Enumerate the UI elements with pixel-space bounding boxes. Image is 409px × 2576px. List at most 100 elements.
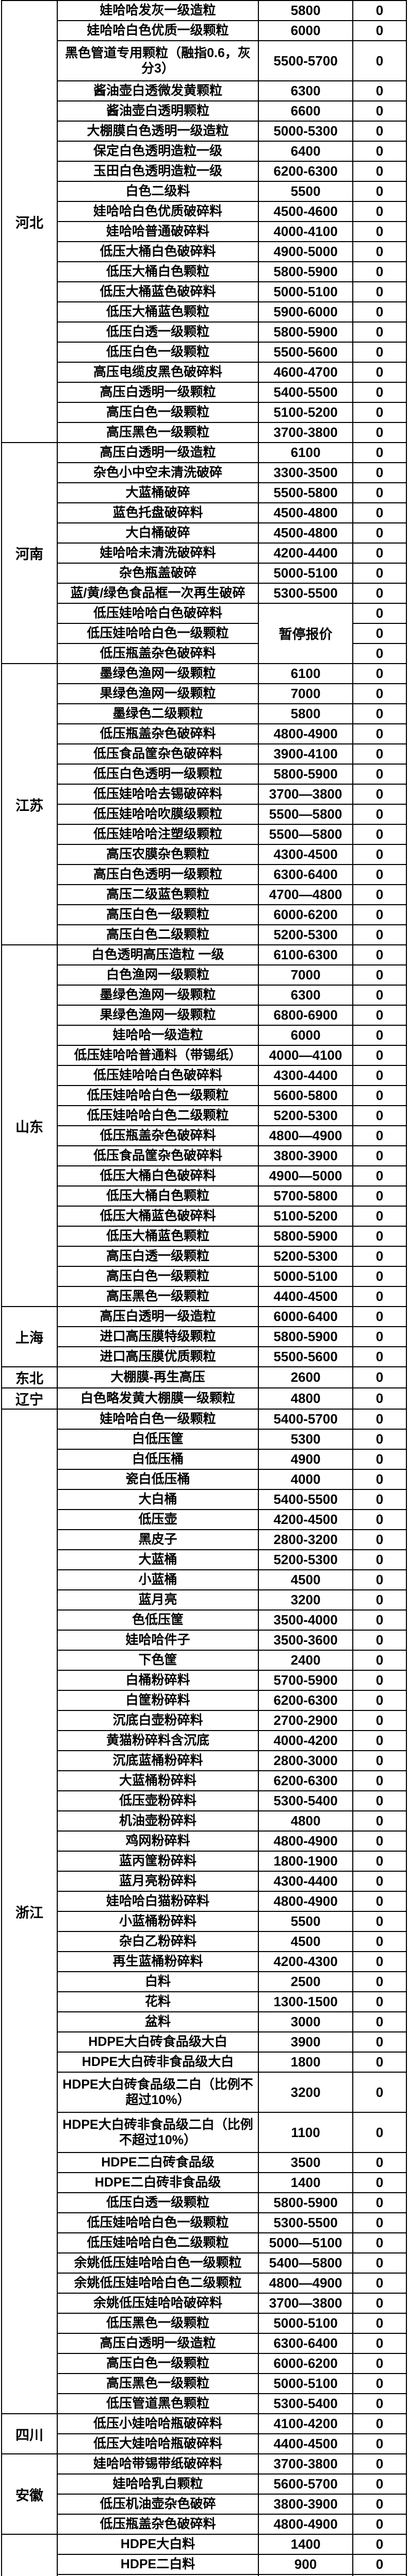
spec-cell: 大棚膜-再生高压 bbox=[57, 1366, 259, 1388]
table-row: 低压白色一级颗粒 5500-5600 0 bbox=[2, 342, 407, 363]
change-cell: 0 bbox=[352, 1810, 407, 1832]
table-row: 娃哈哈未清洗破碎料 4200-4400 0 bbox=[2, 543, 407, 564]
change-cell: 0 bbox=[352, 944, 407, 965]
table-row: 低压壶粉碎料 5300-5400 0 bbox=[2, 1790, 407, 1811]
change-cell: 0 bbox=[352, 342, 407, 363]
price-cell: 暂停报价 bbox=[258, 603, 353, 664]
change-cell: 0 bbox=[352, 2393, 407, 2414]
table-row: 低压白色透明一级颗粒 5800-5900 0 bbox=[2, 764, 407, 785]
price-cell: 6200-6300 bbox=[258, 1690, 353, 1711]
change-cell: 0 bbox=[352, 301, 407, 323]
spec-cell: 低压食品筐杂色破碎料 bbox=[57, 743, 259, 765]
price-cell: 5500—5800 bbox=[258, 824, 353, 845]
table-row: 高压白色一级颗粒 5100-5200 0 bbox=[2, 402, 407, 423]
change-cell: 0 bbox=[352, 1851, 407, 1872]
price-cell: 4700 bbox=[258, 2574, 353, 2576]
table-row: 江苏 墨绿色渔网一级颗粒 6100 0 bbox=[1, 663, 407, 945]
change-cell: 0 bbox=[352, 1346, 407, 1367]
price-cell: 6300 bbox=[258, 985, 353, 1006]
spec-cell: 娃哈哈一级造粒 bbox=[57, 1025, 259, 1046]
change-cell: 0 bbox=[352, 2473, 407, 2495]
price-cell: 7000 bbox=[258, 964, 353, 986]
table-row: 山东 白色透明高压造粒 一级 6100-6300 0 bbox=[1, 944, 407, 1307]
change-cell: 0 bbox=[352, 1246, 407, 1267]
change-cell: 0 bbox=[352, 462, 407, 483]
price-cell: 4800-4900 bbox=[258, 723, 353, 744]
price-cell: 2400 bbox=[258, 1650, 353, 1671]
change-cell: 0 bbox=[352, 1105, 407, 1126]
change-cell: 0 bbox=[352, 2112, 407, 2153]
table-row: 娃哈哈乳白颗粒 5600-5700 0 bbox=[2, 2473, 407, 2495]
change-cell: 0 bbox=[352, 2554, 407, 2575]
price-cell: 4700—4800 bbox=[258, 884, 353, 905]
spec-cell: 低压娃哈哈白色一级颗粒 bbox=[57, 1085, 259, 1106]
table-row: 低压娃哈哈白色二级颗粒 5200-5300 0 bbox=[2, 1105, 407, 1126]
spec-cell: 盆料 bbox=[57, 2011, 259, 2032]
price-cell: 5400-5500 bbox=[258, 1489, 353, 1510]
change-cell: 0 bbox=[352, 1569, 407, 1590]
table-row: 蓝月亮 3200 0 bbox=[2, 1589, 407, 1611]
spec-cell: 高压白透明一级造粒 bbox=[57, 1306, 259, 1327]
spec-cell: 白色略发黄大棚膜一级颗粒 bbox=[57, 1387, 259, 1410]
table-row: 小蓝桶 4500 0 bbox=[2, 1569, 407, 1590]
table-row: HDPE二白料 900 0 bbox=[2, 2554, 407, 2575]
table-row: 四川 低压小娃哈哈瓶破碎料 4100-4200 0 bbox=[1, 2413, 407, 2454]
change-cell: 0 bbox=[352, 2333, 407, 2354]
price-cell: 5300-5500 bbox=[258, 2212, 353, 2233]
spec-cell: HDPE大白（纯大壶压块，不含商标纸、瓶盖） bbox=[57, 2574, 259, 2576]
table-row: 墨绿色渔网一级颗粒 6300 0 bbox=[2, 985, 407, 1006]
price-cell: 6100 bbox=[258, 442, 353, 463]
region-cell: 江苏 bbox=[1, 663, 58, 945]
table-row: 高压电缆皮黑色破碎料 4600-4700 0 bbox=[2, 362, 407, 383]
price-cell: 1800 bbox=[258, 2052, 353, 2073]
table-row: 高压白色一级颗粒 5000-5100 0 bbox=[2, 1266, 407, 1287]
spec-cell: 白低压桶 bbox=[57, 1449, 259, 1470]
table-row: 玉田白色透明造粒一级 6200-6300 0 bbox=[2, 161, 407, 182]
change-cell: 0 bbox=[352, 261, 407, 282]
change-cell: 0 bbox=[352, 382, 407, 403]
table-row: 蓝色托盘破碎料 4500-4800 0 bbox=[2, 502, 407, 523]
table-row: 盆料 3000 0 bbox=[2, 2011, 407, 2032]
price-cell: 5800 bbox=[258, 0, 353, 21]
spec-cell: 低压食品筐杂色破碎料 bbox=[57, 1145, 259, 1166]
price-cell: 4800 bbox=[258, 1810, 353, 1832]
spec-cell: 白筐粉碎料 bbox=[57, 1690, 259, 1711]
region-cell: 上海 bbox=[1, 1306, 58, 1367]
change-cell: 0 bbox=[352, 703, 407, 724]
price-cell: 900 bbox=[258, 2554, 353, 2575]
change-cell: 0 bbox=[352, 422, 407, 443]
spec-cell: 蓝月亮 bbox=[57, 1589, 259, 1611]
spec-cell: 白色透明高压造粒 一级 bbox=[57, 944, 259, 965]
spec-cell: 低压壶 bbox=[57, 1509, 259, 1530]
price-cell: 5500-5700 bbox=[258, 40, 353, 81]
change-cell: 0 bbox=[352, 1609, 407, 1631]
price-cell: 6200-6300 bbox=[258, 1770, 353, 1791]
table-row: 杂白乙粉碎料 4500 0 bbox=[2, 1931, 407, 1952]
spec-cell: 保定白色透明造粒一级 bbox=[57, 141, 259, 162]
spec-cell: 蓝月亮粉碎料 bbox=[57, 1871, 259, 1892]
spec-cell: 娃哈哈白色一级颗粒 bbox=[57, 1409, 259, 1430]
change-cell: 0 bbox=[352, 1065, 407, 1086]
table-row: 浙江 娃哈哈白色一级颗粒 5400-5700 0 bbox=[1, 1409, 407, 2414]
price-cell: 5500-5800 bbox=[258, 482, 353, 503]
price-cell: 5000-5300 bbox=[258, 121, 353, 142]
change-cell: 0 bbox=[352, 583, 407, 604]
table-row: 娃哈哈普通破碎料 4000-4100 0 bbox=[2, 221, 407, 242]
spec-cell: HDPE大白砖食品级大白 bbox=[57, 2031, 259, 2053]
table-row: 低压瓶盖杂色破碎料 4800—4900 0 bbox=[2, 1125, 407, 1146]
table-row: 低压食品筐杂色破碎料 3900-4100 0 bbox=[2, 743, 407, 765]
price-cell: 5500-5600 bbox=[258, 1346, 353, 1367]
price-cell: 5000-5100 bbox=[258, 2313, 353, 2334]
spec-cell: 再生蓝桶粉碎料 bbox=[57, 1951, 259, 1972]
change-cell: 0 bbox=[352, 1145, 407, 1166]
table-row: 高压黑色一级颗粒 5000-5100 0 bbox=[2, 2373, 407, 2394]
table-row: 低压大娃哈哈瓶破碎料 4400-4500 0 bbox=[2, 2433, 407, 2454]
change-cell: 0 bbox=[352, 784, 407, 805]
spec-cell: 高压白色一级颗粒 bbox=[57, 1266, 259, 1287]
spec-cell: 大蓝桶 bbox=[57, 1549, 259, 1570]
change-cell: 0 bbox=[352, 1045, 407, 1066]
table-row: 娃哈哈白色优质破碎料 4500-4600 0 bbox=[2, 201, 407, 222]
price-cell: 4500-4600 bbox=[258, 201, 353, 222]
change-cell: 0 bbox=[352, 2453, 407, 2475]
spec-cell: 余姚低压娃哈哈白色一级颗粒 bbox=[57, 2252, 259, 2274]
